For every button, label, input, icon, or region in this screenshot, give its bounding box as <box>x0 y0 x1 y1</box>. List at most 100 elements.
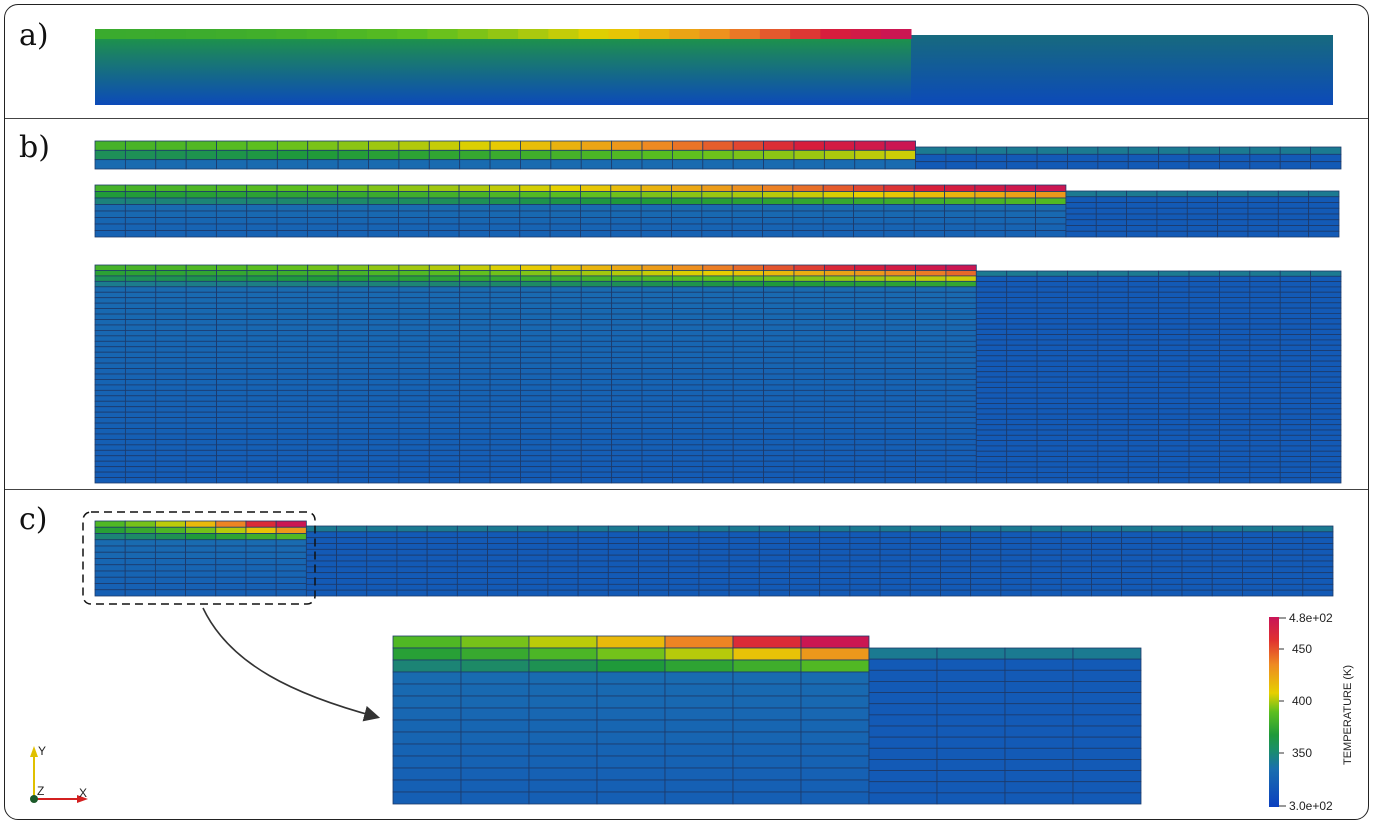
mesh-cell <box>763 313 795 320</box>
mesh-cell <box>580 351 613 359</box>
mesh-cell <box>1121 560 1153 568</box>
mesh-cell <box>762 184 794 192</box>
mesh-cell <box>276 357 309 364</box>
mesh-cell <box>974 217 1006 225</box>
mesh-cell <box>789 560 821 568</box>
mesh-cell <box>307 346 339 353</box>
mesh-cell <box>1030 531 1062 539</box>
mesh-cell <box>702 433 734 440</box>
mesh-cell <box>596 731 666 745</box>
mesh-cell <box>763 335 795 342</box>
mesh-cell <box>580 471 613 478</box>
mesh-cell <box>611 362 643 369</box>
mesh-cell <box>1310 471 1342 479</box>
mesh-cell <box>305 525 337 533</box>
mesh-cell <box>1006 418 1038 426</box>
mesh-cell <box>1006 471 1038 479</box>
mesh-cell <box>519 204 551 212</box>
mesh-cell <box>520 384 552 391</box>
mesh-cell <box>763 406 795 413</box>
mesh-cell <box>1127 302 1160 309</box>
mesh-cell <box>1097 281 1129 288</box>
mesh-cell <box>185 308 217 315</box>
mesh-cell <box>337 324 369 331</box>
mesh-cell <box>1249 291 1281 298</box>
mesh-cell <box>913 223 945 231</box>
mesh-cell <box>520 313 552 320</box>
mesh-cell <box>975 318 1008 325</box>
mesh-cell <box>884 270 916 277</box>
mesh-cell <box>909 531 941 539</box>
mesh-cell <box>854 319 886 326</box>
mesh-cell <box>1302 525 1334 533</box>
mesh-cell <box>337 308 369 315</box>
mesh-cell <box>1036 403 1068 410</box>
mesh-cell <box>398 400 430 408</box>
mesh-cell <box>853 184 885 192</box>
mesh-cell <box>763 449 795 457</box>
mesh-cell <box>1000 560 1032 568</box>
mesh-cell <box>520 357 552 364</box>
mesh-cell <box>611 291 643 299</box>
mesh-cell <box>789 589 821 597</box>
mesh-cell <box>550 471 582 478</box>
mesh-cell <box>763 302 795 309</box>
mesh-cell <box>1188 312 1220 320</box>
mesh-cell <box>1097 297 1129 304</box>
mesh-cell <box>275 520 307 528</box>
mesh-cell <box>664 635 734 649</box>
mesh-cell <box>1127 297 1160 304</box>
mesh-cell <box>489 308 521 315</box>
mesh-cell <box>975 339 1008 346</box>
mesh-cell <box>819 554 851 562</box>
mesh-cell <box>819 572 851 579</box>
mesh-cell <box>641 308 673 315</box>
mesh-cell <box>702 384 734 391</box>
mesh-cell <box>970 560 1002 568</box>
mesh-cell <box>1181 525 1213 533</box>
mesh-cell <box>550 422 582 429</box>
mesh-cell <box>909 560 941 568</box>
mesh-cell <box>638 589 670 597</box>
mesh-cell <box>1097 334 1129 341</box>
mesh-cell <box>337 210 369 218</box>
mesh-cell <box>307 477 339 484</box>
mesh-cell <box>1036 161 1068 170</box>
mesh-cell <box>368 329 400 337</box>
mesh-cell <box>520 286 552 293</box>
mesh-cell <box>460 647 530 661</box>
mesh-cell <box>459 466 491 473</box>
mesh-cell <box>1302 543 1334 550</box>
mesh-cell <box>945 308 977 315</box>
mesh-cell <box>459 264 491 271</box>
mesh-cell <box>823 433 856 440</box>
mesh-cell <box>398 159 430 170</box>
mesh-cell <box>732 791 802 805</box>
mesh-cell <box>732 275 764 282</box>
mesh-cell <box>853 191 885 199</box>
mesh-cell <box>1219 392 1251 399</box>
mesh-cell <box>1272 589 1304 597</box>
mesh-cell <box>1097 323 1129 330</box>
mesh-cell <box>580 368 613 375</box>
mesh-cell <box>1247 190 1279 198</box>
mesh-cell <box>124 466 157 473</box>
mesh-cell <box>1188 466 1220 473</box>
mesh-cell <box>1127 312 1160 320</box>
mesh-cell <box>155 230 187 238</box>
mesh-cell <box>1097 302 1129 309</box>
mesh-cell <box>664 695 734 709</box>
mesh-cell <box>155 286 187 293</box>
mesh-cell <box>1030 578 1062 585</box>
mesh-cell <box>428 389 461 397</box>
mesh-cell <box>458 217 490 225</box>
mesh-cell <box>1004 204 1036 212</box>
mesh-cell <box>975 302 1008 309</box>
mesh-cell <box>398 329 430 337</box>
mesh-cell <box>909 589 941 597</box>
mesh-cell <box>731 184 763 192</box>
mesh-cell <box>459 411 491 418</box>
mesh-cell <box>337 302 369 309</box>
mesh-cell <box>275 589 307 597</box>
mesh-cell <box>1006 360 1038 367</box>
